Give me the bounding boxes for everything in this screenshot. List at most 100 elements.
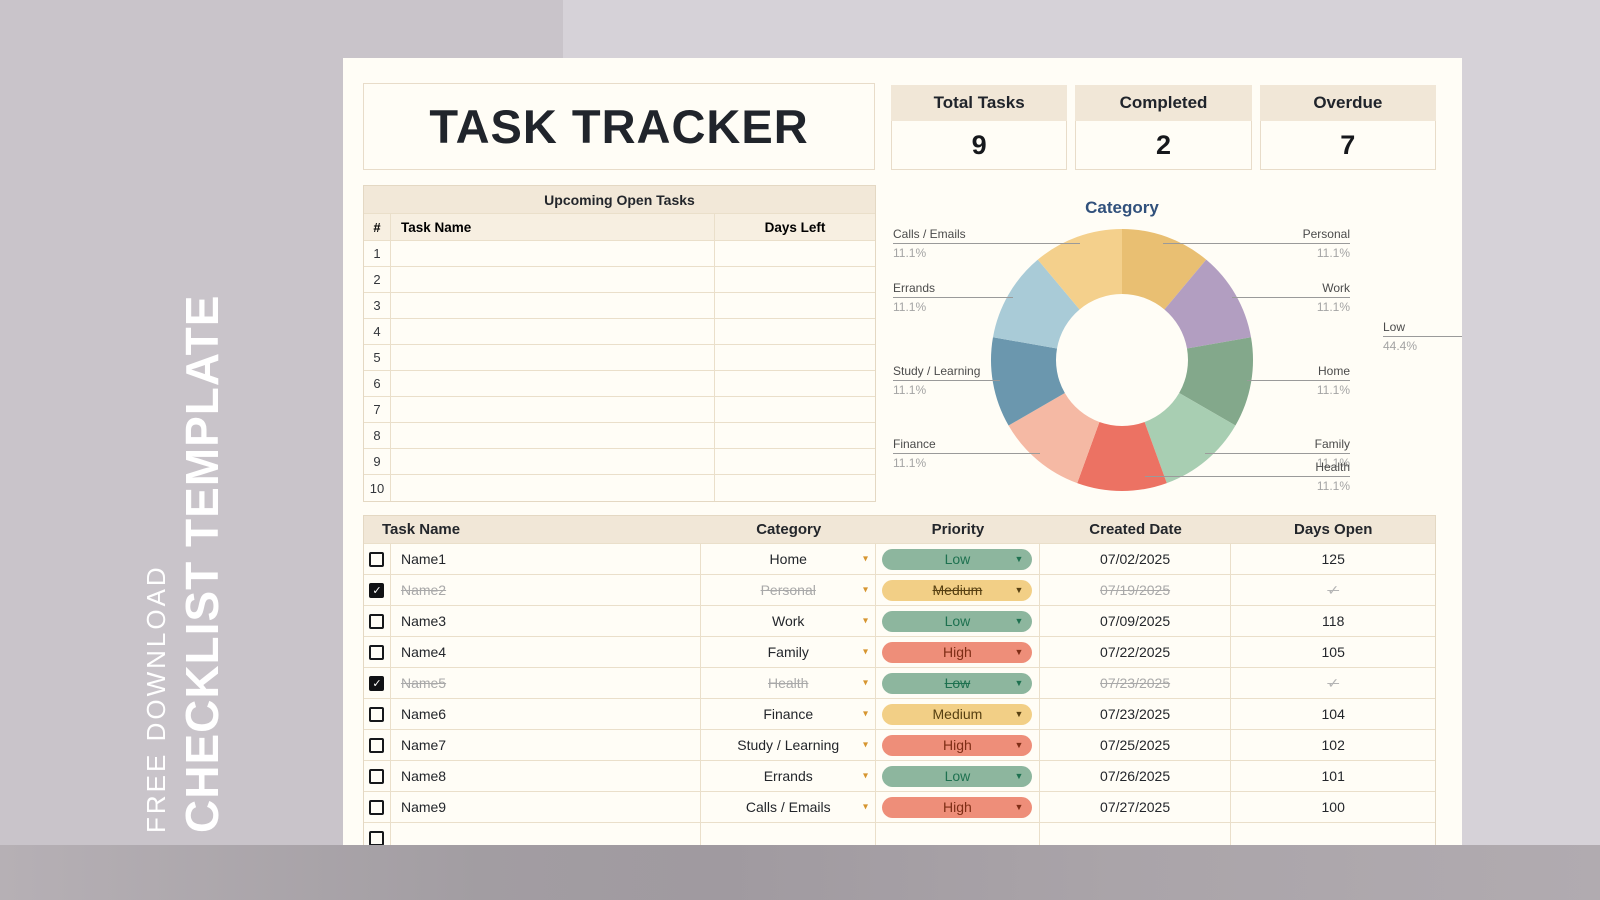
- priority-pill-low[interactable]: Low ▼: [882, 672, 1033, 694]
- upcoming-days-left-cell[interactable]: [715, 293, 875, 318]
- chevron-down-icon[interactable]: ▼: [1014, 771, 1024, 781]
- upcoming-task-name-cell[interactable]: [391, 371, 715, 396]
- task-name-cell[interactable]: Name7: [391, 730, 702, 760]
- created-date-cell[interactable]: 07/27/2025: [1040, 792, 1232, 822]
- created-date-cell[interactable]: 07/02/2025: [1040, 544, 1232, 574]
- chevron-down-icon[interactable]: ▼: [1014, 678, 1024, 688]
- upcoming-task-name-cell[interactable]: [391, 267, 715, 292]
- task-checkbox[interactable]: [369, 768, 385, 784]
- created-date-cell[interactable]: 07/23/2025: [1040, 668, 1232, 698]
- task-checkbox[interactable]: [369, 737, 385, 753]
- priority-pill-high[interactable]: High ▼: [882, 796, 1033, 818]
- priority-text: High: [943, 799, 972, 815]
- chevron-down-icon[interactable]: ▼: [1014, 585, 1024, 595]
- chevron-down-icon[interactable]: ▾: [863, 646, 869, 658]
- chevron-down-icon[interactable]: ▼: [1014, 709, 1024, 719]
- chevron-down-icon[interactable]: ▾: [863, 615, 869, 627]
- task-checkbox[interactable]: [369, 706, 385, 722]
- days-open-text: 118: [1322, 613, 1345, 629]
- upcoming-days-left-cell[interactable]: [715, 449, 875, 474]
- category-dropdown-cell[interactable]: Health ▾: [701, 668, 877, 698]
- upcoming-task-name-cell[interactable]: [391, 241, 715, 266]
- created-date-cell[interactable]: 07/19/2025: [1040, 575, 1232, 605]
- priority-pill-low[interactable]: Low ▼: [882, 610, 1033, 632]
- chart-callout-work: Work 11.1%: [1232, 281, 1350, 314]
- chevron-down-icon[interactable]: ▼: [1014, 740, 1024, 750]
- upcoming-task-name-cell[interactable]: [391, 449, 715, 474]
- days-open-cell: 125: [1231, 544, 1435, 574]
- chevron-down-icon[interactable]: ▾: [863, 739, 869, 751]
- chevron-down-icon[interactable]: ▾: [863, 801, 869, 813]
- category-dropdown-cell[interactable]: Work ▾: [701, 606, 877, 636]
- task-col-created: Created Date: [1089, 521, 1182, 538]
- created-date-cell[interactable]: 07/26/2025: [1040, 761, 1232, 791]
- upcoming-days-left-cell[interactable]: [715, 241, 875, 266]
- created-date-text: 07/25/2025: [1100, 737, 1171, 753]
- chevron-down-icon[interactable]: ▾: [863, 553, 869, 565]
- priority-pill-high[interactable]: High ▼: [882, 641, 1033, 663]
- chevron-down-icon[interactable]: ▾: [863, 708, 869, 720]
- chevron-down-icon[interactable]: ▼: [1014, 554, 1024, 564]
- category-dropdown-cell[interactable]: Study / Learning ▾: [701, 730, 877, 760]
- category-dropdown-cell[interactable]: Calls / Emails ▾: [701, 792, 877, 822]
- chevron-down-icon[interactable]: ▾: [863, 677, 869, 689]
- task-checkbox[interactable]: [369, 644, 385, 660]
- upcoming-days-left-cell[interactable]: [715, 267, 875, 292]
- task-name-cell[interactable]: Name9: [391, 792, 702, 822]
- task-name-cell[interactable]: [391, 823, 702, 845]
- priority-pill-low[interactable]: Low ▼: [882, 765, 1033, 787]
- chevron-down-icon[interactable]: ▼: [1014, 802, 1024, 812]
- priority-pill-high[interactable]: High ▼: [882, 734, 1033, 756]
- task-name-cell[interactable]: Name8: [391, 761, 702, 791]
- task-checkbox[interactable]: ✓: [369, 675, 385, 691]
- created-date-cell[interactable]: 07/22/2025: [1040, 637, 1232, 667]
- upcoming-task-name-cell[interactable]: [391, 397, 715, 422]
- category-dropdown-cell[interactable]: Personal ▾: [701, 575, 877, 605]
- upcoming-days-left-cell[interactable]: [715, 345, 875, 370]
- category-dropdown-cell[interactable]: Home ▾: [701, 544, 877, 574]
- upcoming-row: 1: [364, 241, 875, 267]
- category-dropdown-cell[interactable]: Finance ▾: [701, 699, 877, 729]
- chevron-down-icon[interactable]: ▾: [863, 770, 869, 782]
- created-date-cell[interactable]: 07/23/2025: [1040, 699, 1232, 729]
- task-checkbox[interactable]: [369, 551, 385, 567]
- category-dropdown-cell[interactable]: [701, 823, 877, 845]
- upcoming-task-name-cell[interactable]: [391, 423, 715, 448]
- task-name-cell[interactable]: Name4: [391, 637, 702, 667]
- category-dropdown-cell[interactable]: Errands ▾: [701, 761, 877, 791]
- task-name-cell[interactable]: Name3: [391, 606, 702, 636]
- chevron-down-icon[interactable]: ▼: [1014, 647, 1024, 657]
- task-checkbox[interactable]: [369, 830, 385, 845]
- upcoming-row: 2: [364, 267, 875, 293]
- task-checkbox[interactable]: [369, 613, 385, 629]
- created-date-cell[interactable]: [1040, 823, 1232, 845]
- priority-text: High: [943, 737, 972, 753]
- created-date-cell[interactable]: 07/09/2025: [1040, 606, 1232, 636]
- task-name-cell[interactable]: Name1: [391, 544, 702, 574]
- task-name-cell[interactable]: Name6: [391, 699, 702, 729]
- task-row: Name1 Home ▾ Low ▼ 07/02/2025 125: [364, 543, 1435, 574]
- priority-cell: High ▼: [876, 792, 1040, 822]
- upcoming-task-name-cell[interactable]: [391, 475, 715, 501]
- upcoming-task-name-cell[interactable]: [391, 319, 715, 344]
- priority-pill-medium[interactable]: Medium ▼: [882, 579, 1033, 601]
- upcoming-days-left-cell[interactable]: [715, 371, 875, 396]
- chevron-down-icon[interactable]: ▾: [863, 584, 869, 596]
- upcoming-days-left-cell[interactable]: [715, 397, 875, 422]
- chevron-down-icon[interactable]: ▼: [1014, 616, 1024, 626]
- created-date-cell[interactable]: 07/25/2025: [1040, 730, 1232, 760]
- priority-pill-low[interactable]: Low ▼: [882, 548, 1033, 570]
- upcoming-days-left-cell[interactable]: [715, 423, 875, 448]
- upcoming-task-name-cell[interactable]: [391, 293, 715, 318]
- category-dropdown-cell[interactable]: Family ▾: [701, 637, 877, 667]
- donut-segment-family: [1144, 393, 1236, 484]
- upcoming-days-left-cell[interactable]: [715, 475, 875, 501]
- priority-pill-medium[interactable]: Medium ▼: [882, 703, 1033, 725]
- upcoming-days-left-cell[interactable]: [715, 319, 875, 344]
- category-text: Errands: [763, 768, 813, 784]
- task-name-cell[interactable]: Name5: [391, 668, 702, 698]
- task-checkbox[interactable]: [369, 799, 385, 815]
- upcoming-task-name-cell[interactable]: [391, 345, 715, 370]
- task-checkbox[interactable]: ✓: [369, 582, 385, 598]
- task-name-cell[interactable]: Name2: [391, 575, 702, 605]
